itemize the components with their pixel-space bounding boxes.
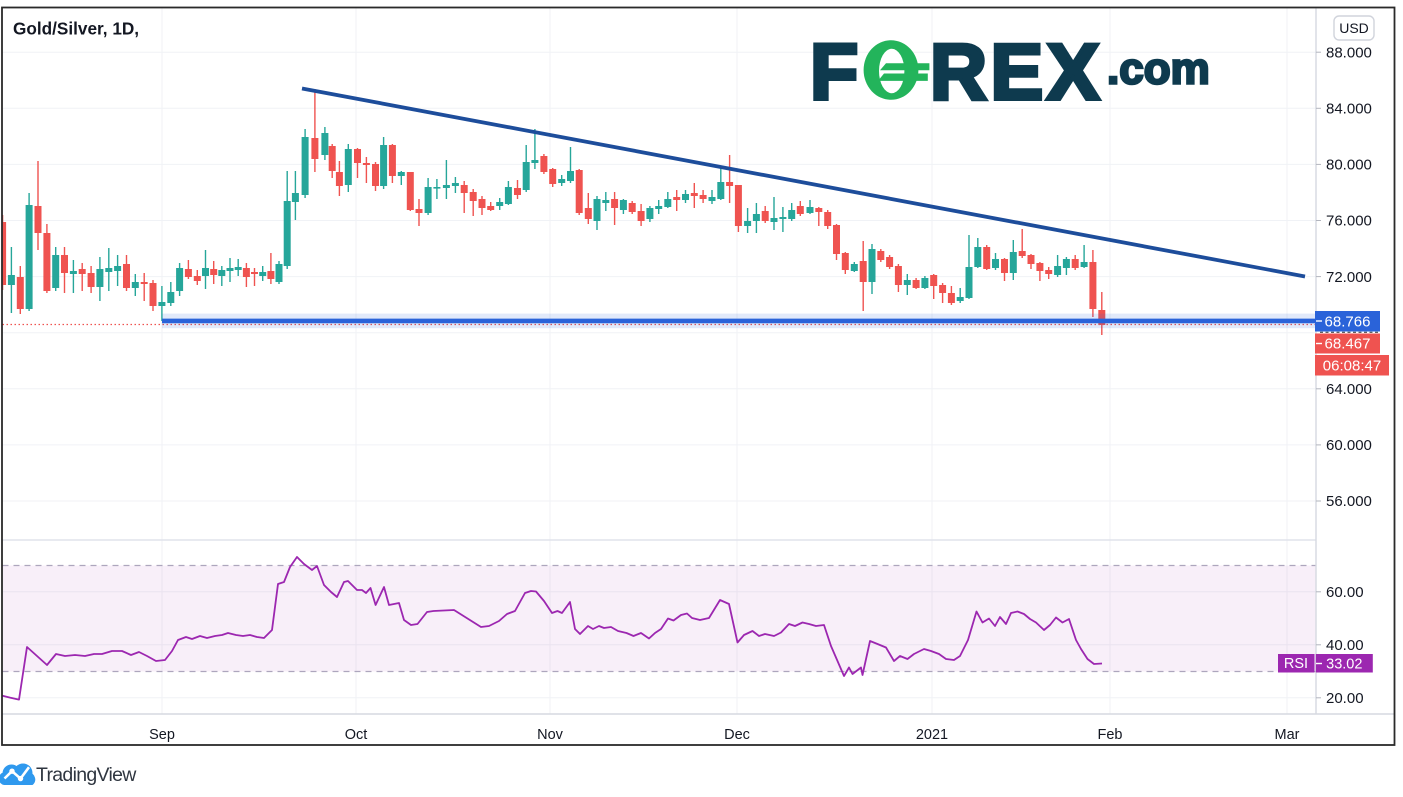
svg-text:40.00: 40.00 (1326, 637, 1364, 654)
svg-text:.com: .com (1107, 45, 1210, 94)
svg-text:Gold/Silver, 1D,: Gold/Silver, 1D, (13, 19, 139, 39)
svg-text:Feb: Feb (1098, 727, 1123, 743)
svg-text:F: F (810, 27, 858, 116)
svg-text:Sep: Sep (149, 727, 175, 743)
svg-text:64.000: 64.000 (1326, 381, 1372, 398)
svg-text:68.766: 68.766 (1325, 313, 1371, 330)
svg-text:2021: 2021 (916, 727, 948, 743)
svg-text:Dec: Dec (724, 727, 750, 743)
svg-text:84.000: 84.000 (1326, 101, 1372, 118)
svg-text:88.000: 88.000 (1326, 44, 1372, 61)
svg-text:TradingView: TradingView (36, 764, 137, 786)
svg-text:60.000: 60.000 (1326, 437, 1372, 454)
svg-text:Mar: Mar (1275, 727, 1300, 743)
svg-text:Nov: Nov (537, 727, 564, 743)
svg-text:06:08:47: 06:08:47 (1323, 357, 1381, 374)
svg-text:RSI: RSI (1284, 656, 1308, 672)
svg-text:20.00: 20.00 (1326, 690, 1364, 707)
svg-text:76.000: 76.000 (1326, 213, 1372, 230)
svg-text:80.000: 80.000 (1326, 157, 1372, 174)
svg-text:REX: REX (930, 27, 1103, 116)
svg-text:33.02: 33.02 (1326, 656, 1362, 672)
svg-text:Oct: Oct (345, 727, 368, 743)
svg-text:USD: USD (1339, 20, 1369, 36)
svg-text:56.000: 56.000 (1326, 493, 1372, 510)
svg-text:72.000: 72.000 (1326, 269, 1372, 286)
svg-text:68.467: 68.467 (1325, 336, 1371, 353)
svg-text:60.00: 60.00 (1326, 584, 1364, 601)
